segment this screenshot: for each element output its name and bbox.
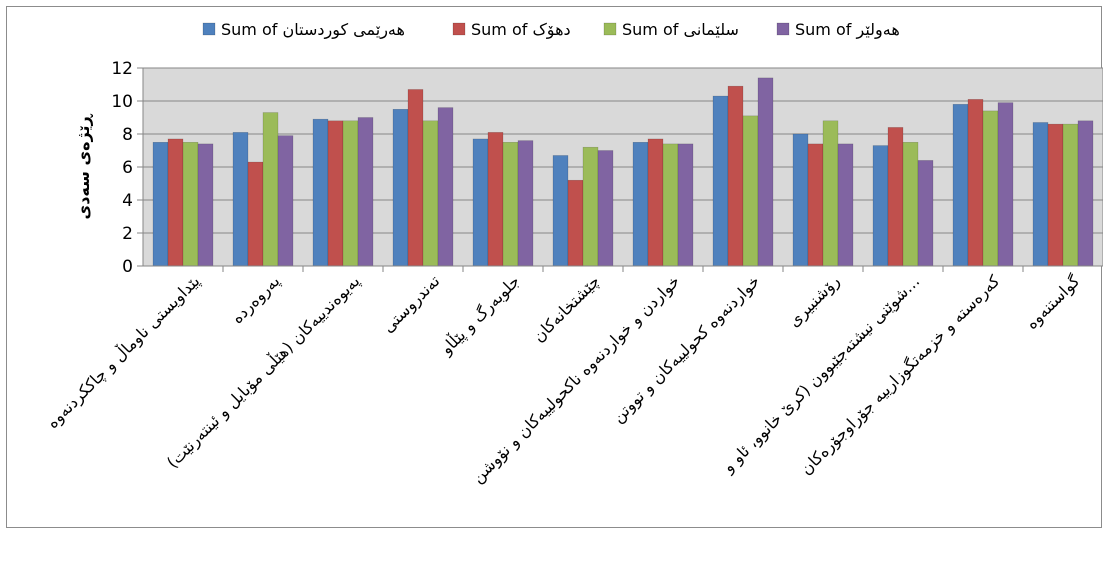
bar (632, 142, 649, 267)
y-tick-labels: 0 2 4 6 8 10 12 (111, 59, 133, 277)
bar (167, 138, 184, 267)
bar (902, 142, 919, 267)
bar (677, 143, 694, 267)
x-tick-label: پێداویستی ناوماڵ و چاککردنەوە (42, 271, 204, 433)
bar (517, 140, 534, 267)
x-tick-label: رۆشنبیری (784, 271, 844, 331)
bar (807, 143, 824, 267)
bar (422, 120, 439, 267)
bar (437, 107, 454, 267)
bar (582, 146, 599, 267)
bar (357, 117, 374, 267)
y-tick-label: 0 (122, 257, 133, 277)
bar (277, 135, 294, 267)
bar (597, 150, 614, 267)
bar (232, 132, 249, 267)
bars (152, 77, 1094, 267)
bar (327, 120, 344, 267)
bar (967, 99, 984, 267)
x-tick-label: تەندروستی (378, 271, 444, 337)
x-tick-label: گواستنەوە (1022, 271, 1085, 334)
bar (152, 142, 169, 267)
bar (742, 115, 759, 267)
y-tick-label: 6 (122, 158, 133, 178)
bar (472, 138, 489, 267)
x-tick-label: چێشتخانەکان (529, 271, 603, 345)
y-axis-label: ڕێژەی سەدی (74, 112, 93, 219)
bar (197, 143, 214, 267)
y-tick-label: 8 (122, 125, 133, 145)
bar (952, 104, 969, 267)
bar (647, 138, 664, 267)
bar (182, 142, 199, 267)
bar (342, 120, 359, 267)
y-tick-label: 10 (111, 92, 133, 112)
bar (262, 112, 279, 267)
bar (312, 118, 329, 267)
bar (757, 77, 774, 267)
bar (887, 127, 904, 267)
bar (1047, 123, 1064, 267)
axes (137, 67, 1103, 272)
bar (1032, 122, 1049, 267)
bar (822, 120, 839, 267)
bar-chart: Sum of هەرێمی کوردستان Sum of دهۆک Sum of … (42, 20, 1104, 488)
bar (552, 155, 569, 267)
legend-swatch (776, 22, 790, 36)
bar (982, 110, 999, 267)
bar (1077, 120, 1094, 267)
bar (247, 161, 264, 267)
gridlines (143, 100, 1103, 234)
bar (1062, 123, 1079, 267)
legend-label: Sum of هەرێمی کوردستان (221, 20, 405, 40)
x-tick-labels: پێداویستی ناوماڵ و چاککردنەوە پەروەردەپەی… (42, 271, 1084, 488)
legend-swatch (452, 22, 466, 36)
bar (502, 142, 519, 267)
legend-swatch (603, 22, 617, 36)
x-tick-label: جلوبەرگ و پێڵاو (435, 271, 524, 360)
bar (567, 179, 584, 267)
bar (727, 85, 744, 267)
bar (792, 133, 809, 267)
chart-frame: Sum of هەرێمی کوردستان Sum of دهۆک Sum of … (6, 6, 1104, 528)
legend-label: Sum of سلێمانی (622, 20, 739, 39)
x-tick-label: پەروەردە (227, 271, 284, 328)
y-tick-label: 4 (122, 191, 133, 211)
bar (487, 132, 504, 267)
bar (407, 89, 424, 267)
bar (837, 143, 854, 267)
y-tick-label: 12 (111, 59, 133, 79)
y-tick-label: 2 (122, 224, 133, 244)
bar (712, 95, 729, 267)
x-tick-label: خواردنەوە کحولییەکان و تووتن (608, 271, 764, 427)
legend-swatch (202, 22, 216, 36)
bar (392, 109, 409, 267)
bar (662, 143, 679, 267)
legend-label: Sum of دهۆک (471, 20, 571, 40)
legend: Sum of هەرێمی کوردستان Sum of دهۆک Sum of … (202, 20, 900, 40)
bar (872, 145, 889, 267)
bar (917, 160, 934, 267)
bar (997, 102, 1014, 267)
legend-label: Sum of هەولێر (795, 20, 900, 40)
